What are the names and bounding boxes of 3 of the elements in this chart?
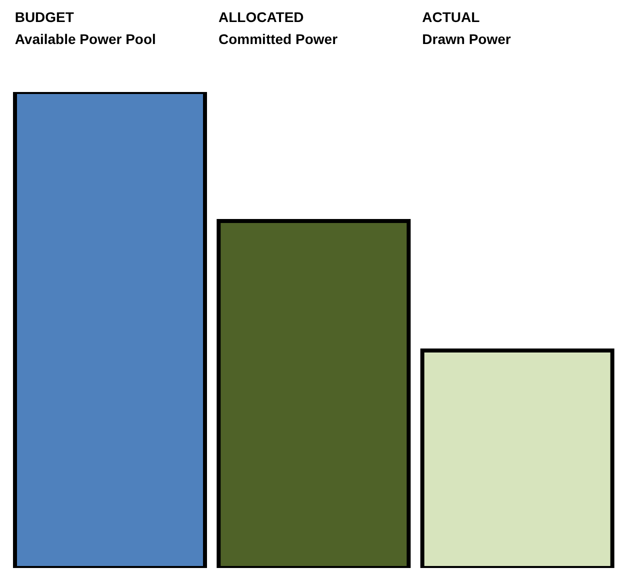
x-tick-label: ALLOCATED Committed Power <box>218 9 338 47</box>
x-tick-label: BUDGET Available Power Pool <box>14 9 156 47</box>
x-tick-label: ACTUAL Drawn Power <box>422 9 512 47</box>
